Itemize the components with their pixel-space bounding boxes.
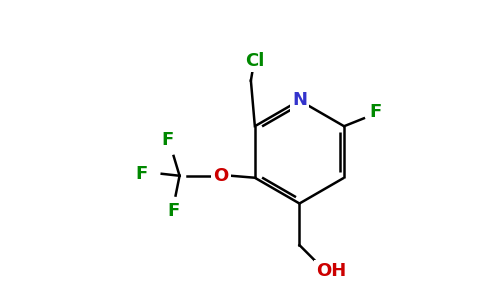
Text: F: F [136,165,148,183]
Text: Cl: Cl [245,52,265,70]
Text: F: F [162,131,174,149]
Text: F: F [167,202,180,220]
Text: F: F [370,103,382,122]
Text: OH: OH [316,262,346,280]
Text: N: N [292,92,307,110]
Text: O: O [213,167,229,185]
